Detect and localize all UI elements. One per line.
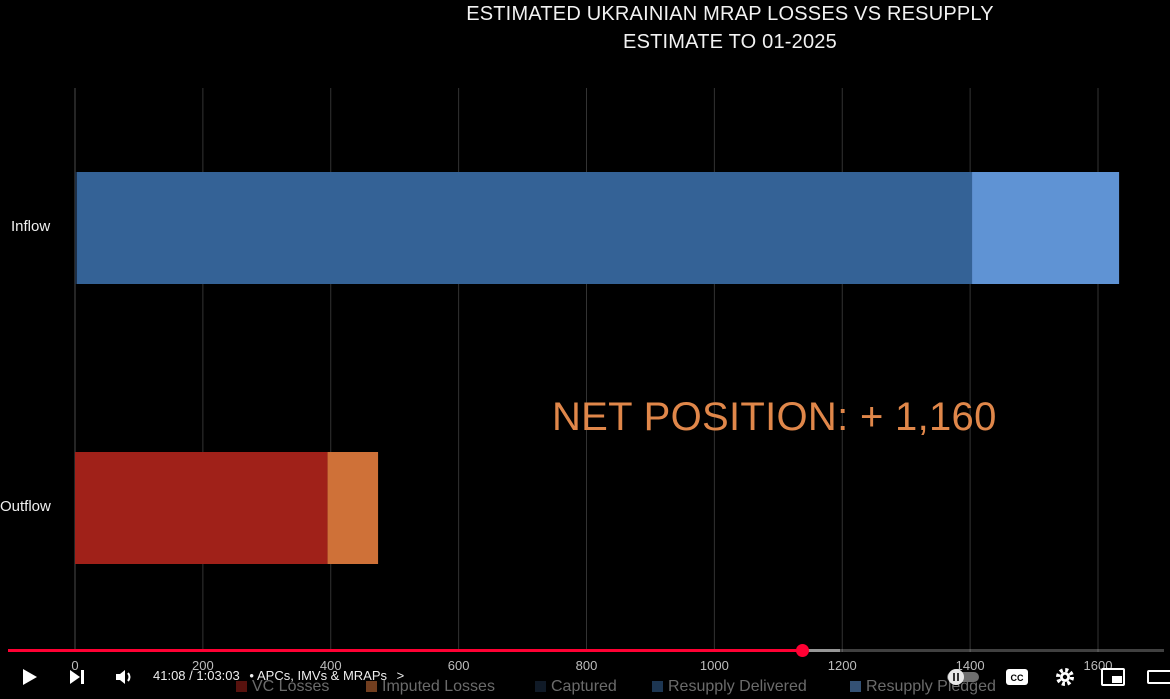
play-icon[interactable]	[18, 666, 40, 693]
progress-buffered	[802, 649, 841, 652]
x-tick-label: 600	[447, 658, 470, 673]
time-display: 41:08 / 1:03:03 •	[153, 668, 254, 683]
bar-inflow-resupply-pledged	[972, 172, 1120, 284]
legend-label: Imputed Losses	[382, 678, 495, 695]
chart-subtitle: ESTIMATE TO 01-2025	[623, 31, 837, 53]
net-position-annotation: NET POSITION: + 1,160	[552, 395, 997, 439]
progress-bar[interactable]	[8, 649, 1164, 652]
legend-swatch	[236, 681, 247, 692]
progress-played	[8, 649, 803, 652]
cc-icon[interactable]: CC	[1005, 667, 1029, 692]
legend-label: Resupply Delivered	[668, 678, 807, 695]
chapter-button[interactable]: APCs, IMVs & MRAPs >	[247, 668, 404, 683]
category-label-outflow: Outflow	[0, 498, 51, 515]
x-tick-label: 200	[192, 658, 214, 673]
separator-dot: •	[249, 668, 254, 683]
legend-label: Resupply Pledged	[866, 678, 996, 695]
next-icon[interactable]	[66, 666, 88, 693]
cc-label: CC	[1011, 673, 1024, 683]
gear-icon[interactable]	[1053, 665, 1077, 694]
x-tick-label: 1400	[955, 658, 985, 673]
legend-label: VC Losses	[252, 678, 330, 695]
chapter-chevron-icon: >	[396, 668, 405, 683]
theater-icon[interactable]	[1146, 666, 1170, 693]
chart-title: ESTIMATED UKRAINIAN MRAP LOSSES VS RESUP…	[466, 3, 994, 25]
bar-inflow-resupply-delivered	[76, 172, 973, 284]
chapter-title: APCs, IMVs & MRAPs	[257, 668, 388, 683]
volume-icon[interactable]	[113, 666, 135, 693]
legend-swatch	[366, 681, 377, 692]
bar-inflow-captured	[75, 172, 77, 284]
bar-outflow-vc-losses	[75, 452, 328, 564]
chart-legend: VC Losses Imputed Losses Captured Resupply …	[0, 678, 1170, 698]
legend-item: Resupply Delivered	[652, 678, 807, 696]
legend-swatch	[535, 681, 546, 692]
autoplay-toggle-icon[interactable]	[946, 668, 982, 691]
x-tick-label: 1000	[699, 658, 729, 673]
x-tick-label: 0	[71, 658, 79, 673]
legend-item: Resupply Pledged	[850, 678, 996, 696]
legend-item: Imputed Losses	[366, 678, 495, 696]
legend-item: VC Losses	[236, 678, 329, 696]
miniplayer-icon[interactable]	[1100, 666, 1126, 693]
scrubber-handle[interactable]	[796, 644, 810, 657]
x-tick-label: 1200	[827, 658, 857, 673]
category-label-inflow: Inflow	[11, 218, 51, 235]
x-tick-label: 400	[319, 658, 342, 673]
legend-swatch	[652, 681, 663, 692]
time-elapsed-total: 41:08 / 1:03:03	[153, 668, 240, 683]
x-tick-label: 800	[575, 658, 598, 673]
legend-swatch	[850, 681, 861, 692]
bar-outflow-imputed-losses	[327, 452, 379, 564]
legend-label: Captured	[551, 678, 617, 695]
legend-item: Captured	[535, 678, 617, 696]
